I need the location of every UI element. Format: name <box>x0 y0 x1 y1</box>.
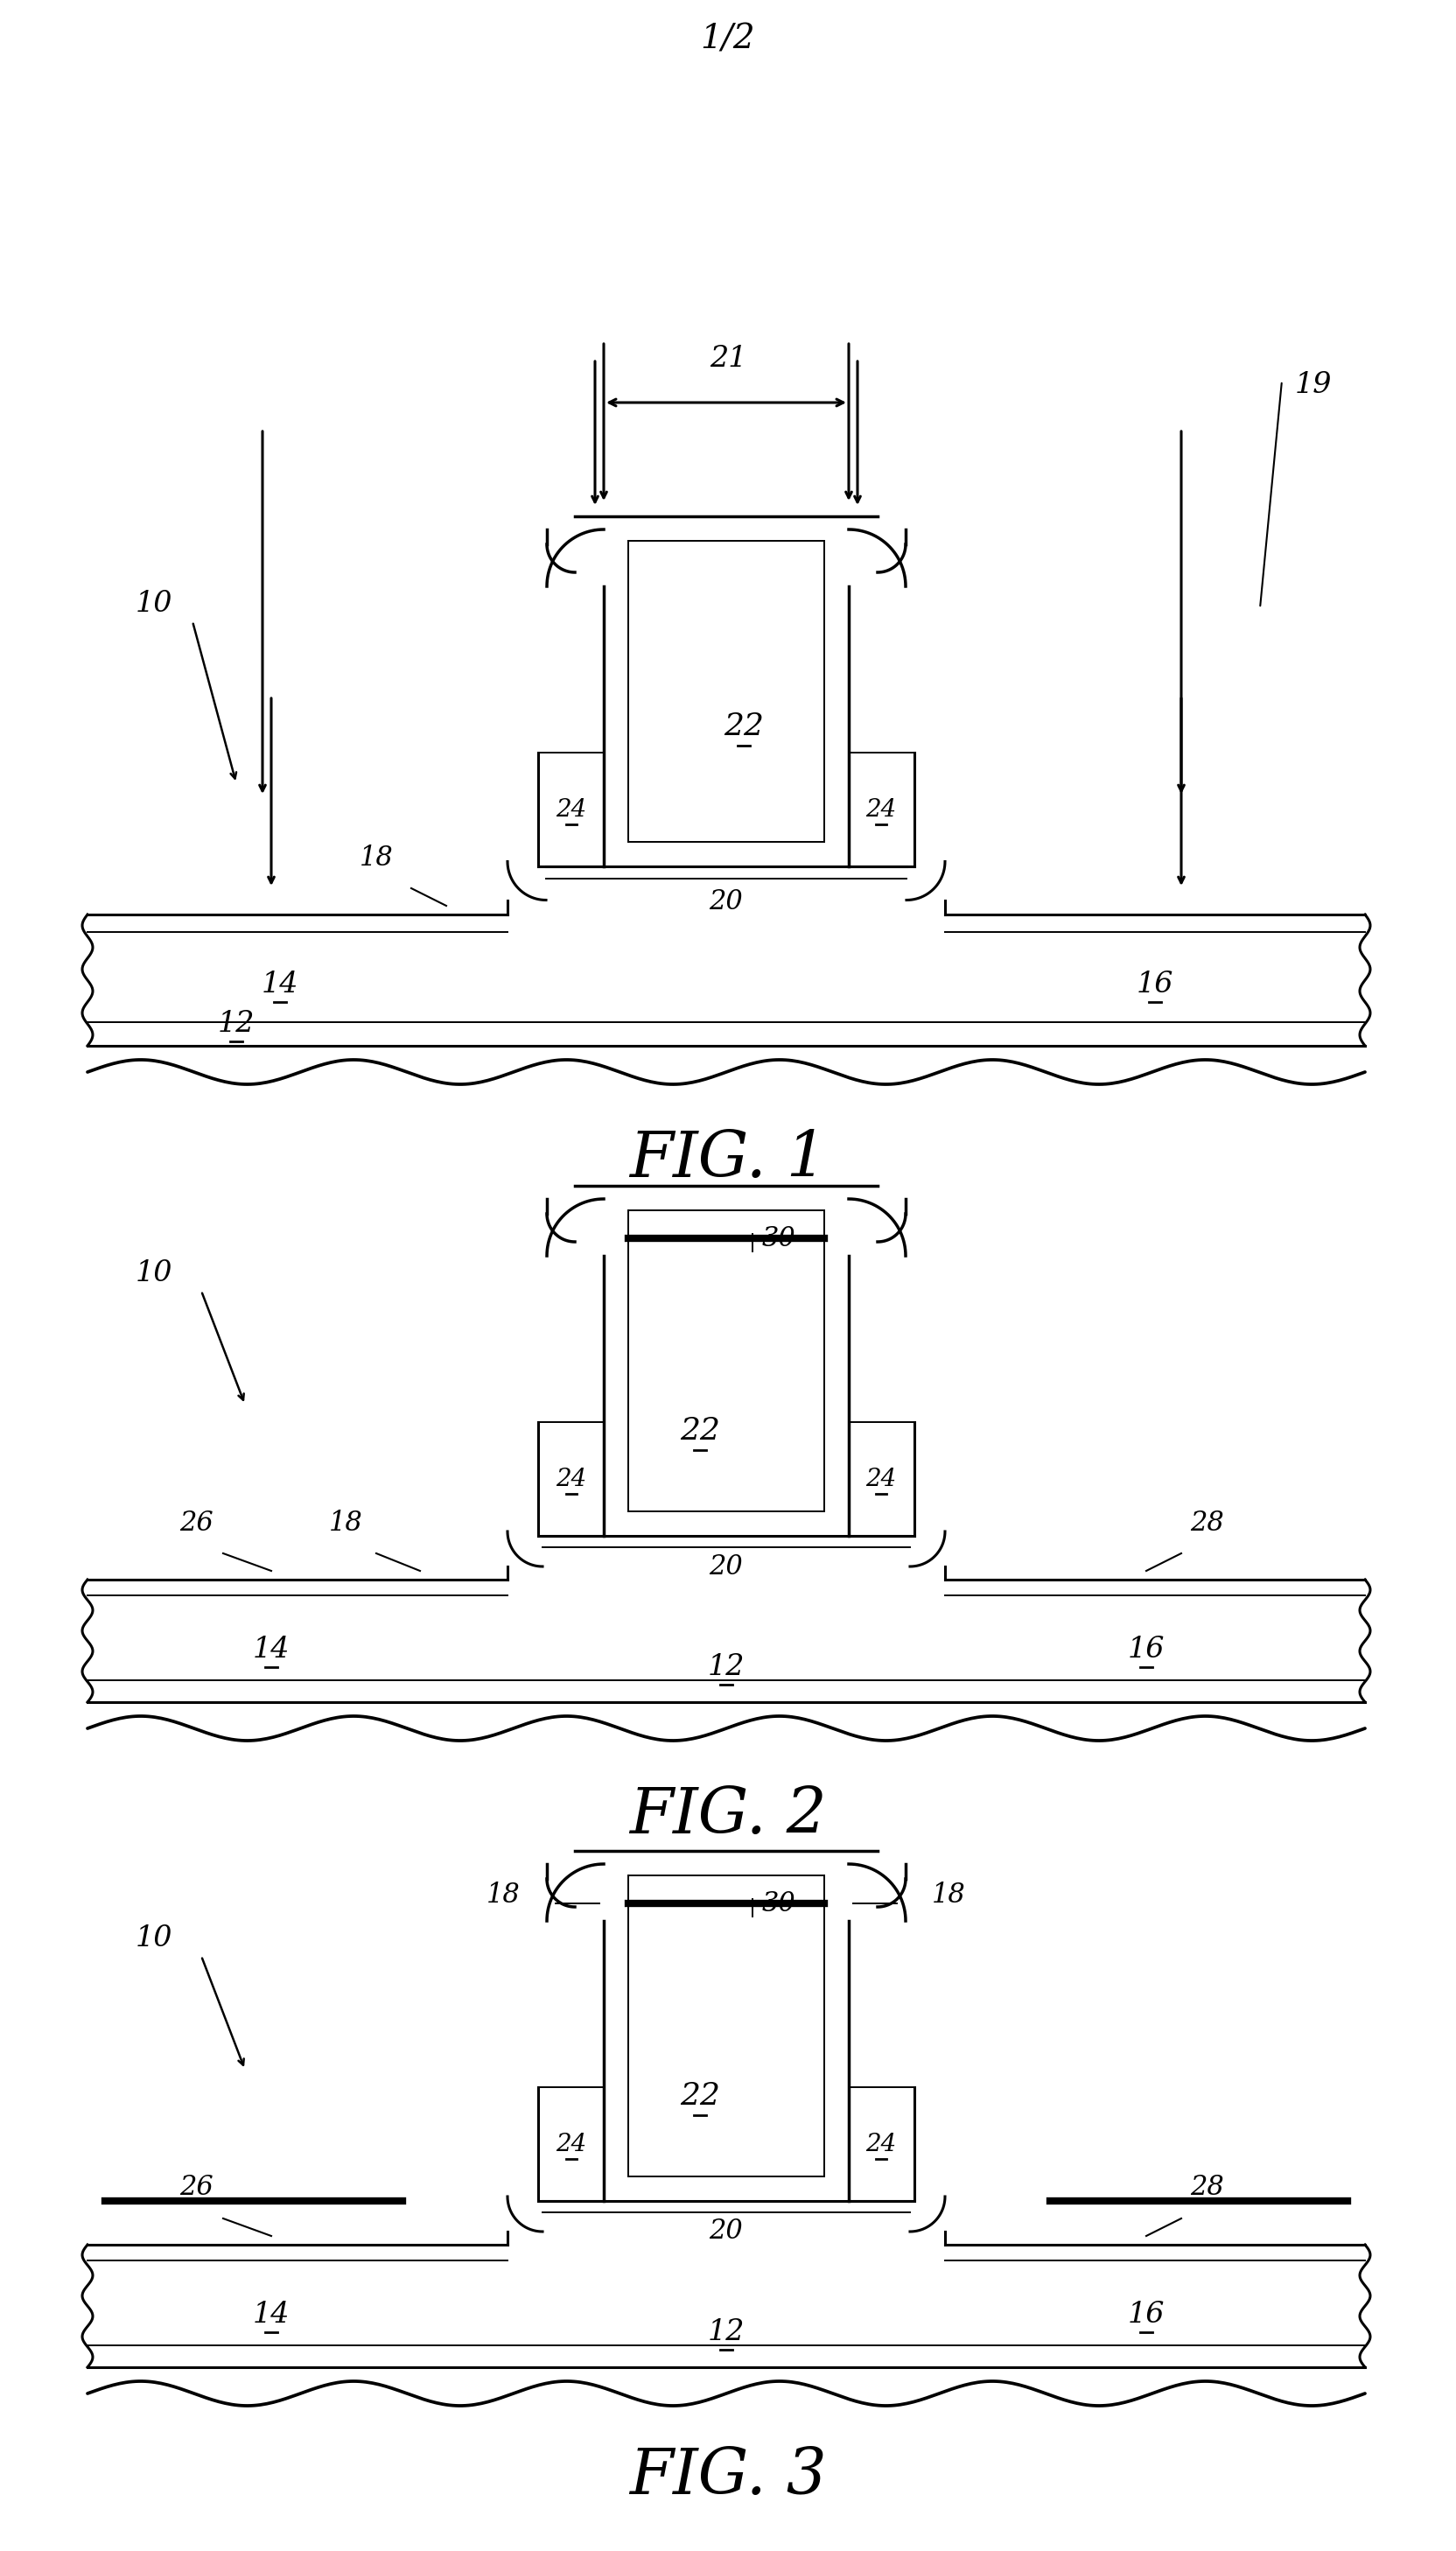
Text: 20: 20 <box>709 2217 743 2245</box>
Text: 16: 16 <box>1136 969 1174 997</box>
Text: 19: 19 <box>1294 370 1331 398</box>
Text: 10: 10 <box>135 1260 173 1288</box>
Text: 16: 16 <box>1127 1635 1165 1663</box>
Text: FIG. 1: FIG. 1 <box>629 1128 826 1191</box>
Text: 30: 30 <box>761 1224 795 1253</box>
Text: FIG. 3: FIG. 3 <box>629 2446 826 2508</box>
Text: 16: 16 <box>1127 2301 1165 2329</box>
Text: 14: 14 <box>252 1635 290 1663</box>
Text: 12: 12 <box>217 1010 255 1038</box>
Text: 14: 14 <box>261 969 298 997</box>
Text: 22: 22 <box>680 1416 719 1446</box>
Text: 10: 10 <box>135 589 173 617</box>
Text: 22: 22 <box>680 2082 719 2110</box>
Text: 26: 26 <box>179 2173 214 2202</box>
Text: 18: 18 <box>932 1880 965 1908</box>
Text: 24: 24 <box>556 798 587 821</box>
Text: 1/2: 1/2 <box>700 23 756 56</box>
Text: 28: 28 <box>1190 2173 1223 2202</box>
Text: 18: 18 <box>329 1510 363 1536</box>
Text: 18: 18 <box>360 844 393 872</box>
Text: 26: 26 <box>179 1510 214 1536</box>
Text: FIG. 2: FIG. 2 <box>629 1786 826 1847</box>
Text: 21: 21 <box>709 344 745 372</box>
Text: 30: 30 <box>761 1890 795 1916</box>
Text: 24: 24 <box>865 798 895 821</box>
Text: 22: 22 <box>724 712 763 742</box>
Text: 28: 28 <box>1190 1510 1223 1536</box>
Text: 24: 24 <box>865 1467 895 1490</box>
Text: 14: 14 <box>252 2301 290 2329</box>
Text: 24: 24 <box>556 2133 587 2156</box>
Text: 18: 18 <box>486 1880 520 1908</box>
Text: 10: 10 <box>135 1923 173 1952</box>
Text: 20: 20 <box>709 1554 743 1579</box>
Text: 24: 24 <box>556 1467 587 1490</box>
Text: 20: 20 <box>709 888 743 916</box>
Text: 12: 12 <box>708 2319 744 2347</box>
Text: 12: 12 <box>708 1653 744 1681</box>
Text: 24: 24 <box>865 2133 895 2156</box>
